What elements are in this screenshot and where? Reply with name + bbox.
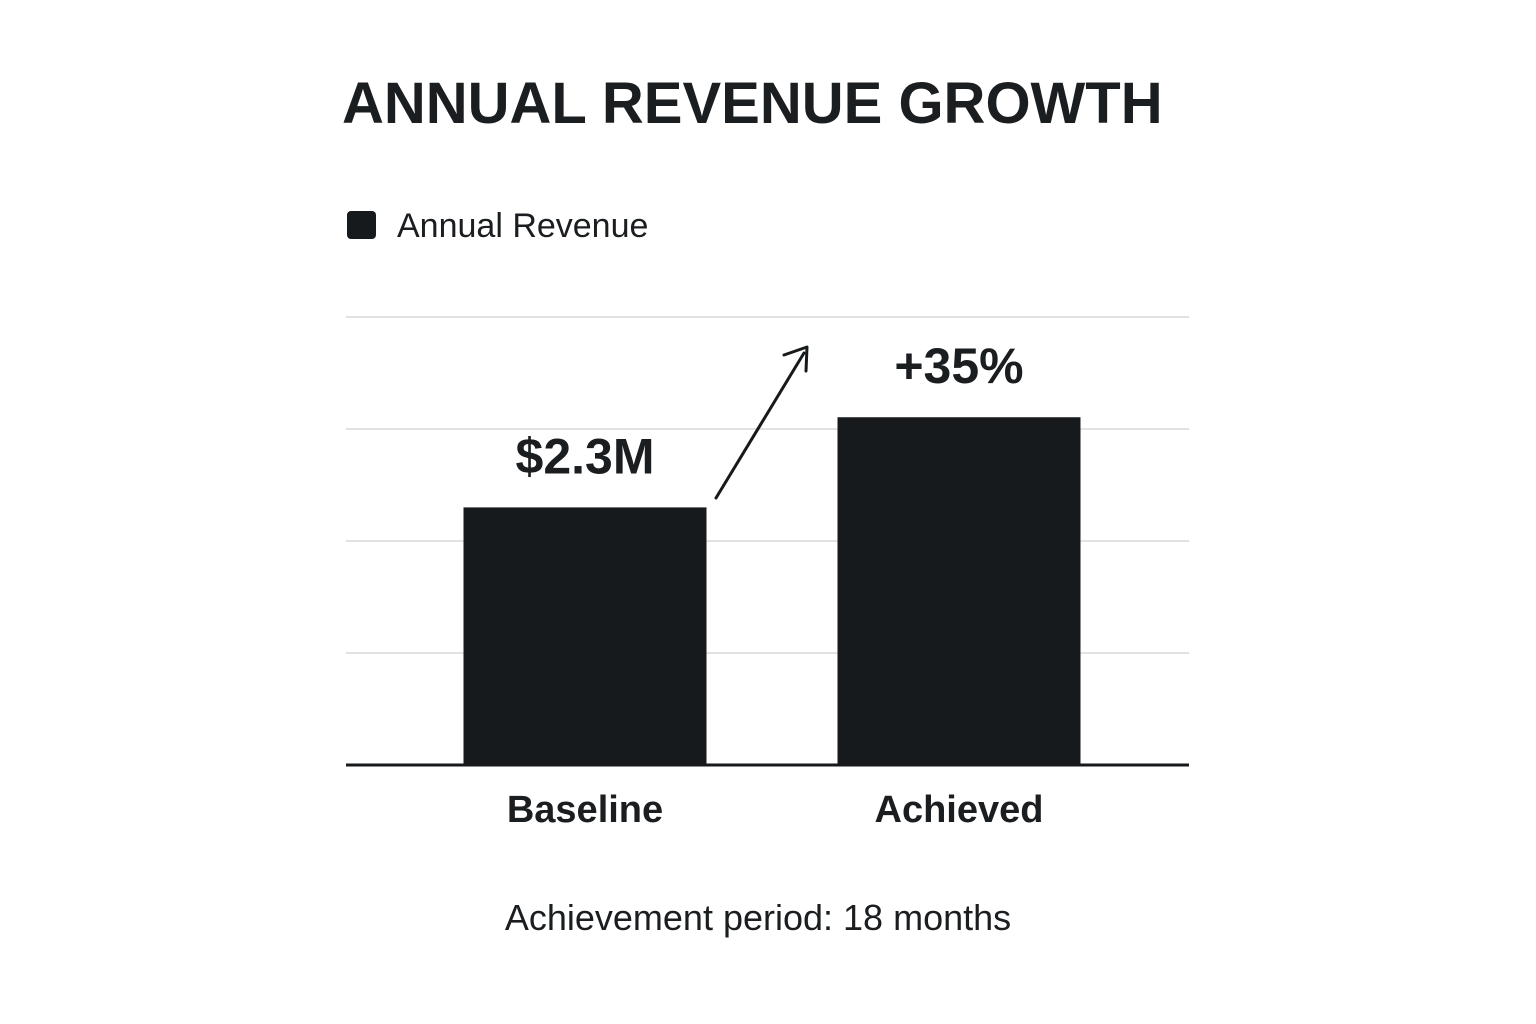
data-label-achieved: +35%	[894, 338, 1023, 394]
growth-arrow	[714, 345, 809, 500]
bar-achieved	[837, 417, 1081, 765]
legend-label: Annual Revenue	[397, 207, 648, 245]
x-tick-label-baseline: Baseline	[507, 789, 663, 831]
arrow-head	[782, 345, 809, 373]
labels: $2.3M Baseline +35% Achieved	[507, 338, 1044, 831]
legend-swatch	[347, 211, 376, 239]
data-label-baseline: $2.3M	[516, 428, 655, 484]
chart-title: ANNUAL REVENUE GROWTH	[342, 71, 1163, 136]
x-tick-label-achieved: Achieved	[875, 789, 1044, 831]
bar-baseline	[463, 507, 707, 765]
arrow-shaft	[714, 351, 806, 500]
bars	[463, 417, 1081, 765]
legend: Annual Revenue	[347, 207, 648, 245]
caption: Achievement period: 18 months	[505, 897, 1011, 938]
